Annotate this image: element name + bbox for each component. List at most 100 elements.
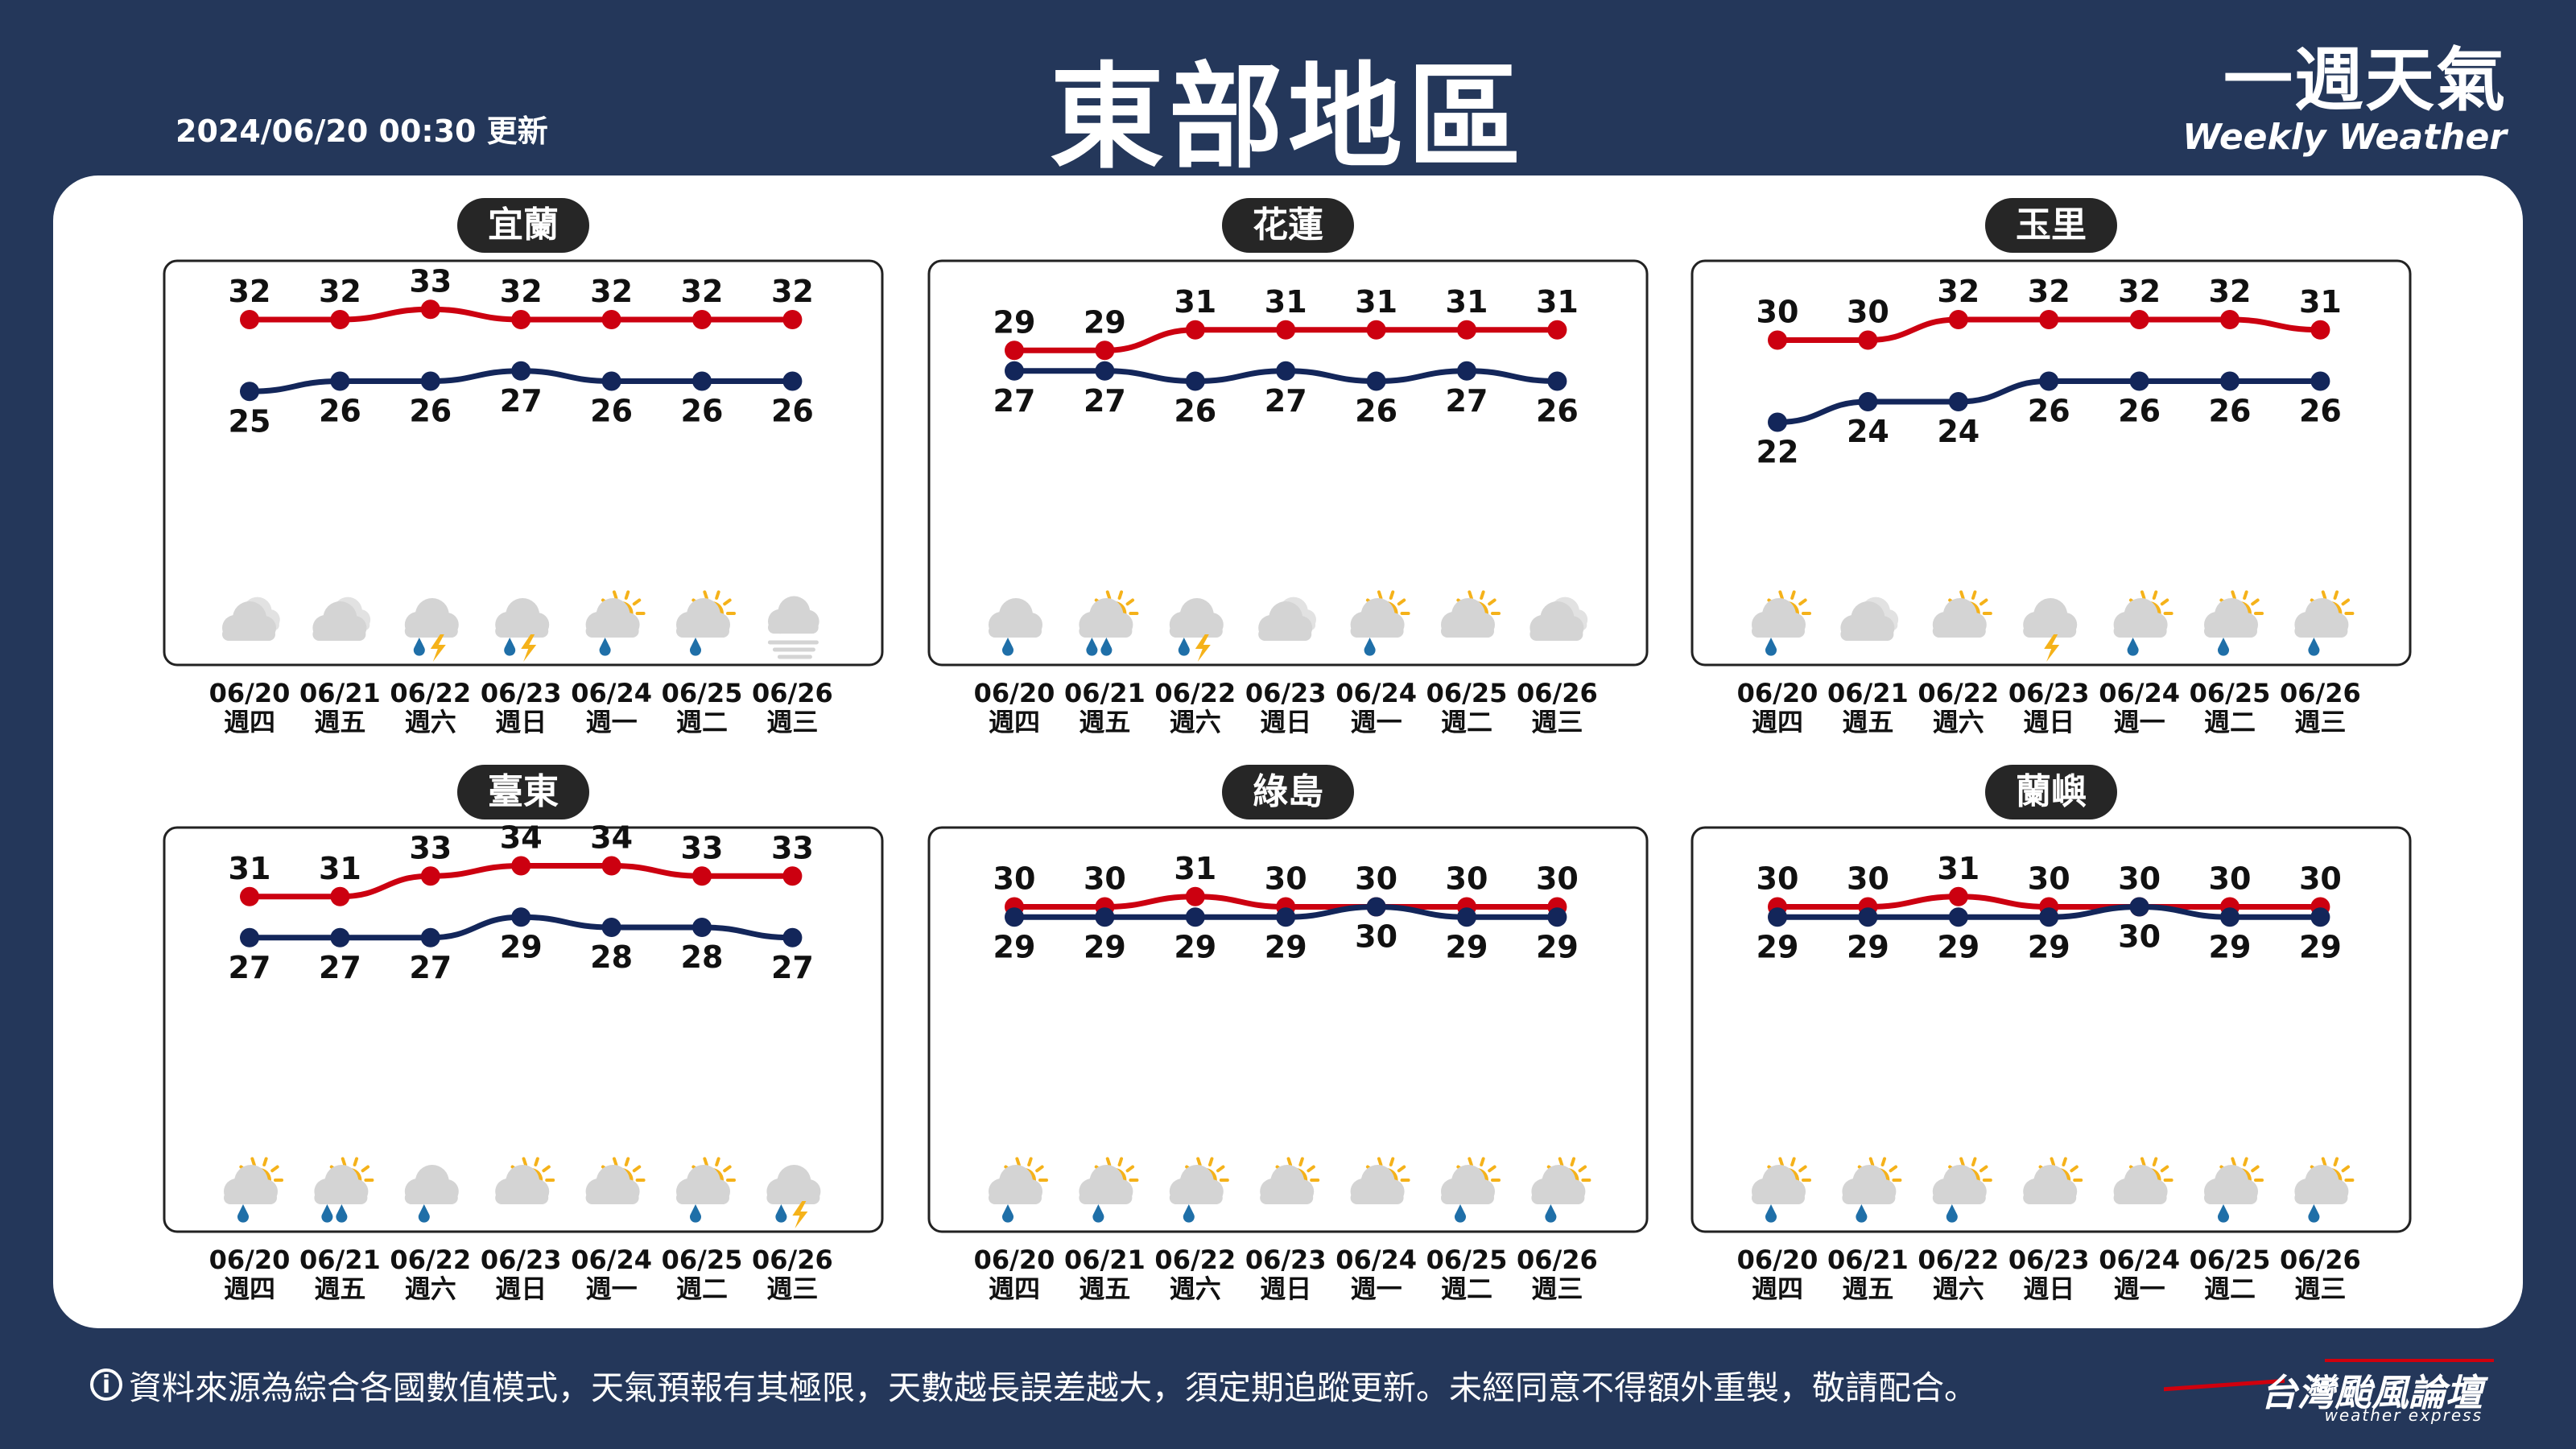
max-temp-point [511, 856, 531, 876]
weekday-tick: 週二 [2204, 707, 2256, 737]
min-temp-point [1276, 907, 1296, 927]
date-tick: 06/22 [1154, 1245, 1236, 1275]
sun-ray [1480, 1157, 1485, 1166]
cloud-part [1169, 1191, 1223, 1204]
min-temp-point [1858, 392, 1878, 411]
min-temp-label: 26 [1536, 394, 1579, 429]
sun-rain-icon [1169, 1157, 1229, 1223]
weekday-tick: 週二 [2204, 1274, 2256, 1304]
rain-drop [1002, 1204, 1013, 1223]
sun-ray [1105, 1157, 1112, 1166]
sun-ray [632, 598, 642, 606]
max-temp-point [330, 310, 350, 329]
rain-drop [690, 638, 701, 656]
sun-rain-icon [2113, 590, 2174, 656]
max-temp-point [240, 886, 259, 906]
sun-ray [2152, 590, 2158, 600]
sun-ray [1790, 1157, 1796, 1166]
weekday-tick: 週六 [405, 707, 456, 737]
max-temp-label: 31 [1174, 851, 1216, 886]
max-temp-label: 30 [2299, 861, 2342, 897]
sun-ray [1488, 1165, 1496, 1173]
date-tick: 06/24 [571, 678, 652, 708]
weekday-tick: 週三 [2294, 1274, 2346, 1304]
weekday-tick: 週三 [1531, 1274, 1583, 1304]
sun-ray [1035, 1165, 1044, 1173]
cloud-part [989, 625, 1042, 638]
cloud-part [1079, 625, 1133, 638]
date-tick: 06/21 [1064, 678, 1146, 708]
chart-frame [927, 826, 1649, 1233]
sun-ray [1889, 1165, 1898, 1173]
brand-sub: weather express [2324, 1406, 2483, 1425]
min-temp-point [330, 371, 350, 391]
weekday-tick: 週四 [224, 1274, 275, 1304]
weekday-tick: 週六 [1170, 707, 1221, 737]
sun-ray [522, 1157, 528, 1166]
partly-sunny-icon [2023, 1157, 2083, 1204]
max-temp-point [2129, 310, 2149, 329]
sun-ray [1468, 1157, 1473, 1166]
date-tick: 06/20 [974, 1245, 1055, 1275]
weekday-tick: 週二 [1441, 707, 1492, 737]
partly-sunny-icon [585, 1157, 646, 1204]
max-temp-point [420, 866, 440, 886]
max-temp-label: 31 [1355, 284, 1397, 320]
sun-ray [612, 1157, 618, 1166]
logo-en: Weekly Weather [2182, 117, 2507, 158]
max-temp-label: 34 [500, 820, 543, 856]
partly-sunny-icon [1932, 590, 1992, 638]
cloud-part [1441, 1191, 1494, 1204]
brand-stripe-top [2325, 1359, 2494, 1362]
sun-ray [1959, 1157, 1965, 1166]
sun-ray [715, 1157, 720, 1166]
weekday-tick: 週日 [1260, 707, 1311, 737]
min-temp-point [511, 361, 531, 381]
weekday-tick: 週六 [1170, 1274, 1221, 1304]
date-tick: 06/22 [390, 1245, 471, 1275]
max-temp-point [1366, 320, 1386, 340]
cloud-part [1530, 628, 1583, 641]
min-temp-point [1005, 907, 1024, 927]
sun-rain-icon [1932, 1157, 1992, 1223]
sun-ray [1125, 1165, 1135, 1173]
cloud-part [404, 625, 458, 638]
rain-drop [1765, 638, 1777, 656]
thunder-rain-icon [1169, 598, 1224, 662]
sun-ray [262, 1157, 268, 1166]
cloud-part [222, 628, 275, 641]
min-temp-label: 29 [500, 929, 543, 964]
min-temp-label: 26 [681, 394, 724, 429]
sun-ray [1979, 598, 1988, 606]
sun-ray [2050, 1157, 2056, 1166]
cloud-part [2204, 625, 2257, 638]
station-label-bg [457, 765, 589, 819]
lightning-bolt [2044, 634, 2060, 662]
min-temp-point [1768, 907, 1787, 927]
rain-drop [2308, 1204, 2320, 1223]
cloud-part [1842, 1191, 1896, 1204]
min-temp-point [1366, 897, 1386, 917]
rain-drop [413, 638, 425, 656]
cloudy-icon [1258, 597, 1316, 641]
weekday-tick: 週一 [2114, 707, 2165, 737]
sun-ray [2243, 590, 2248, 600]
weekday-tick: 週一 [586, 1274, 638, 1304]
sun-ray [2152, 1157, 2158, 1166]
date-tick: 06/26 [1517, 678, 1598, 708]
sun-ray [1196, 1157, 1202, 1166]
sun-ray [1286, 1157, 1293, 1166]
min-temp-point [2039, 907, 2059, 927]
weekday-tick: 週五 [1842, 1274, 1893, 1304]
sun-ray [703, 1157, 708, 1166]
min-temp-point [1095, 361, 1115, 381]
max-temp-label: 30 [1757, 295, 1799, 330]
max-temp-label: 30 [1265, 861, 1307, 897]
date-tick: 06/26 [2280, 1245, 2361, 1275]
brand-name: 台灣颱風論壇 [2260, 1371, 2483, 1414]
min-temp-label: 26 [1174, 394, 1216, 429]
cloudy-icon [312, 597, 371, 641]
max-temp-label: 30 [993, 861, 1036, 897]
